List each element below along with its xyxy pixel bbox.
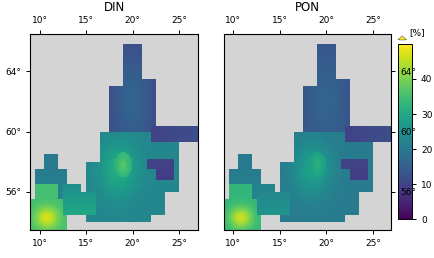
Title: DIN: DIN xyxy=(103,1,125,14)
Title: PON: PON xyxy=(295,1,319,14)
Text: [%]: [%] xyxy=(408,28,424,37)
